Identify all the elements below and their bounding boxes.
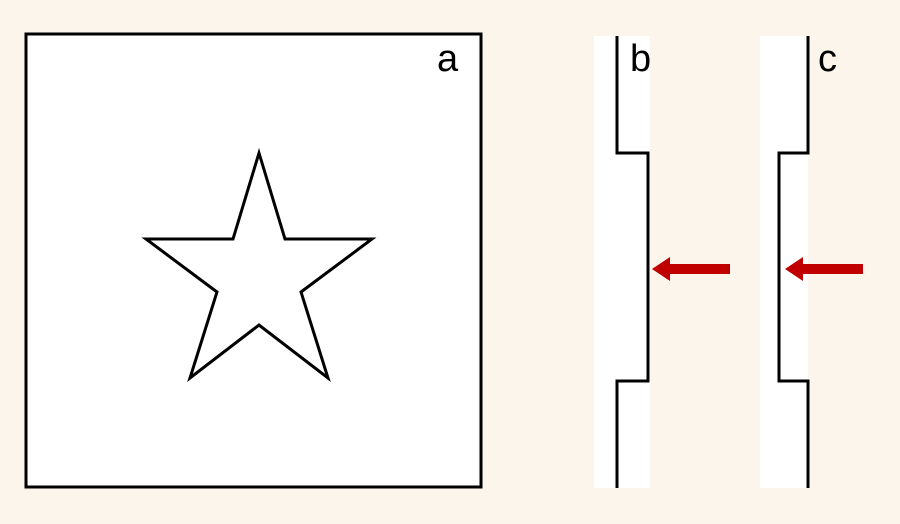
panel-a: [24, 32, 483, 489]
panel-c-arrow: [785, 257, 863, 281]
panel-b-arrow: [652, 257, 730, 281]
panel-b-strip: [594, 36, 650, 488]
panel-c-label: c: [818, 38, 837, 80]
panel-a-label: a: [437, 38, 459, 80]
panel-b: [594, 36, 730, 488]
panel-c: [760, 36, 863, 488]
panel-b-profile-line: [615, 36, 650, 488]
star-shape: [141, 147, 377, 383]
panel-b-label: b: [630, 38, 652, 80]
panel-c-profile-line: [777, 36, 810, 488]
